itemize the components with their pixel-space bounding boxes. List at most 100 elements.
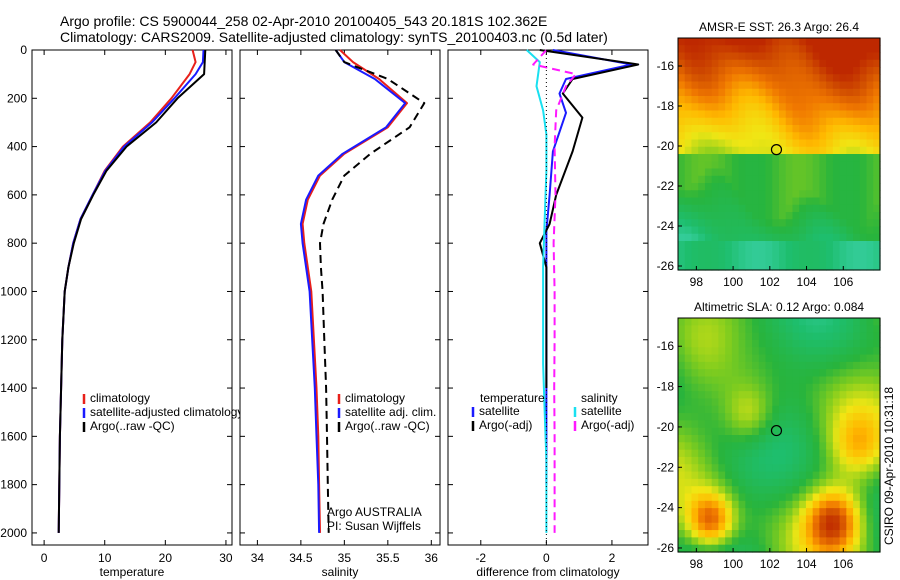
sla-map-cell: [691, 354, 699, 363]
sla-map-cell: [745, 493, 753, 502]
sst-map-cell: [772, 183, 780, 191]
sst-map-cell: [859, 96, 868, 104]
temperature-ytick-label: 1600: [0, 429, 27, 443]
sla-map-cell: [765, 354, 773, 363]
sst-map-cell: [738, 132, 746, 141]
sla-map-cell: [698, 486, 706, 495]
sla-map-cell: [684, 500, 693, 509]
sst-map-ytick-label: -16: [657, 59, 675, 73]
sla-map-cell: [853, 508, 861, 517]
sla-map-cell: [711, 493, 719, 502]
sla-map-cell: [873, 435, 881, 443]
sla-map-cell: [812, 478, 820, 487]
sla-map-cell: [678, 530, 686, 538]
sla-map-cell: [832, 508, 841, 517]
sla-map-cell: [731, 427, 740, 436]
sla-map-cell: [752, 500, 760, 509]
sla-map-cell: [678, 325, 686, 334]
sst-map-cell: [785, 255, 794, 264]
sst-map-cell: [859, 132, 868, 141]
sst-map-cell: [678, 88, 686, 97]
sst-map-cell: [859, 262, 868, 271]
sst-map-cell: [745, 219, 753, 228]
sst-map-cell: [799, 197, 807, 206]
sla-map-cell: [839, 413, 847, 421]
sla-map-cell: [772, 398, 780, 407]
sst-map-cell: [826, 59, 834, 68]
sst-map-cell: [678, 117, 686, 126]
sla-map-cell: [745, 413, 753, 421]
sst-map-cell: [745, 96, 753, 104]
sla-map-title: Altimetric SLA: 0.12 Argo: 0.084: [694, 300, 864, 314]
sst-map-cell: [805, 161, 814, 170]
sla-map-cell: [873, 405, 881, 414]
sst-map-cell: [799, 168, 807, 177]
sst-map-cell: [859, 110, 868, 119]
sla-map-cell: [678, 332, 686, 341]
sst-map-cell: [779, 154, 787, 162]
sla-map-cell: [704, 515, 713, 524]
sla-map-cell: [684, 537, 693, 546]
sla-map-cell: [691, 347, 699, 356]
sst-map-cell: [812, 154, 820, 162]
sst-map-cell: [718, 175, 726, 184]
sst-map-cell: [752, 81, 760, 90]
sst-map-cell: [846, 59, 854, 68]
sla-map-cell: [684, 449, 693, 458]
sla-map-cell: [799, 522, 807, 531]
sst-map-cell: [772, 132, 780, 141]
sst-map-cell: [678, 226, 686, 235]
sst-map-cell: [758, 59, 767, 68]
sst-map-cell: [859, 255, 868, 264]
sst-map-cell: [738, 67, 746, 75]
sla-map-cell: [772, 522, 780, 531]
sla-map-cell: [853, 318, 861, 326]
sst-map-cell: [772, 52, 780, 61]
sst-map-cell: [684, 103, 693, 112]
sst-map-cell: [819, 161, 827, 170]
sst-map-cell: [725, 52, 733, 61]
sst-map-cell: [731, 139, 740, 148]
sla-map-cell: [873, 318, 881, 326]
salinity-xtick-label: 34.5: [289, 551, 313, 565]
sst-map-cell: [718, 226, 726, 235]
sst-map-cell: [765, 190, 773, 199]
sst-map-cell: [792, 52, 800, 61]
sla-map-cell: [731, 369, 740, 378]
sla-map-cell: [779, 383, 787, 392]
sla-map-frame: [677, 317, 881, 553]
sla-map-cell: [792, 486, 800, 495]
sst-map-cell: [704, 81, 713, 90]
sla-map-cell: [785, 493, 794, 502]
sla-map-cell: [758, 522, 767, 531]
sst-map-cell: [826, 139, 834, 148]
sla-map-cell: [792, 544, 800, 553]
sla-map-cell: [678, 464, 686, 473]
sst-map-cell: [765, 88, 773, 97]
sla-map-cell: [859, 471, 868, 480]
sla-map-cell: [812, 427, 820, 436]
sst-map-cell: [785, 132, 794, 141]
sst-map-cell: [819, 67, 827, 75]
sla-map-cell: [832, 332, 841, 341]
sla-map-cell: [718, 530, 726, 538]
sla-map-cell: [718, 347, 726, 356]
sla-map-cell: [859, 500, 868, 509]
temperature-ytick-label: 1000: [0, 284, 27, 298]
sst-map-cell: [826, 241, 834, 249]
sst-map-cell: [738, 81, 746, 90]
sst-map-cell: [718, 262, 726, 271]
sla-map-cell: [765, 500, 773, 509]
sst-map-cell: [731, 190, 740, 199]
sla-map-cell: [691, 435, 699, 443]
sla-map-cell: [745, 456, 753, 465]
sla-map-cell: [799, 435, 807, 443]
sst-map-cell: [758, 175, 767, 184]
sla-map-cell: [873, 500, 881, 509]
sst-map-ytick-label: -24: [657, 219, 675, 233]
sst-map-cell: [812, 146, 820, 155]
sla-map-cell: [704, 508, 713, 517]
sst-map-cell: [691, 88, 699, 97]
sst-map-cell: [792, 241, 800, 249]
sst-map-cell: [678, 81, 686, 90]
